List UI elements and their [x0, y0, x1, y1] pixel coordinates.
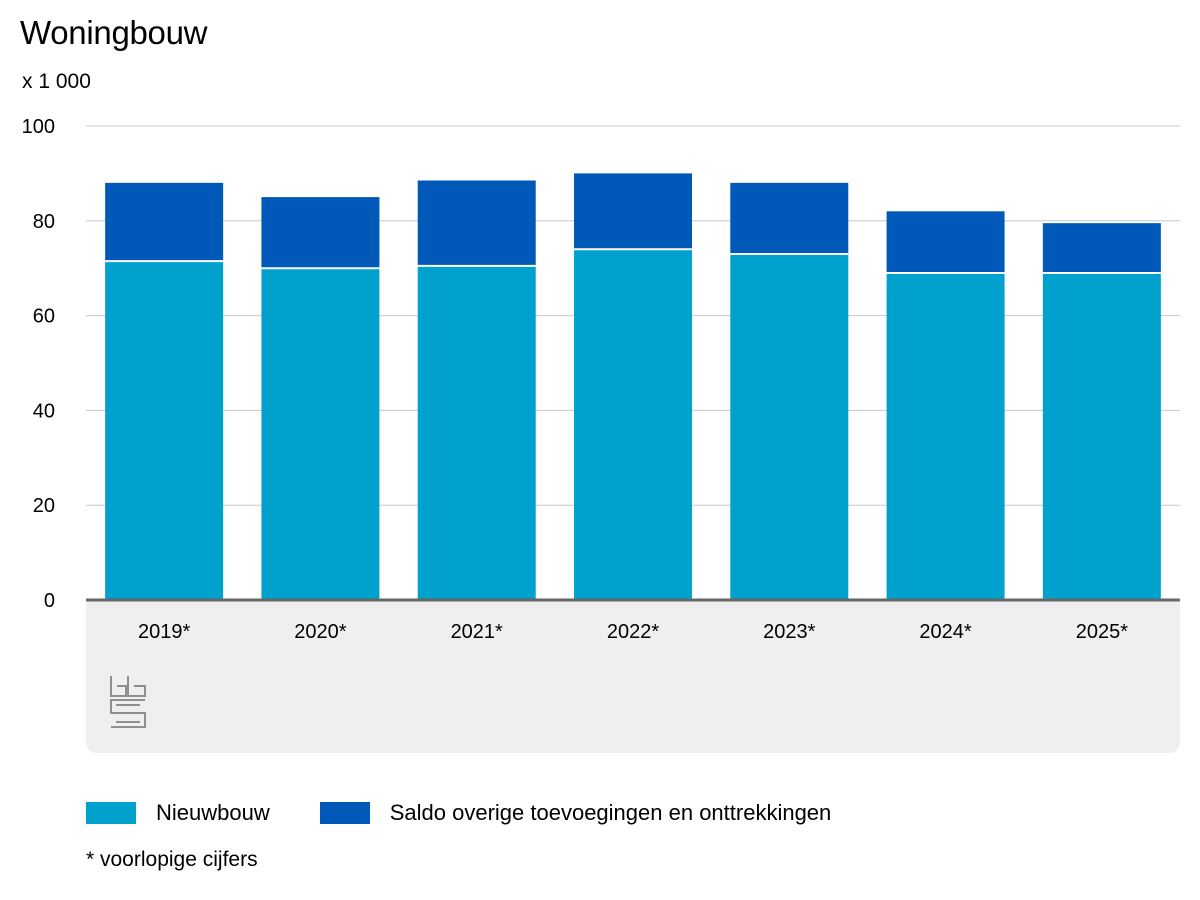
y-tick-label: 0 [44, 590, 55, 612]
bar-nieuwbouw [1042, 272, 1161, 600]
y-tick-label: 100 [22, 116, 55, 138]
bar-nieuwbouw [886, 272, 1005, 600]
bar-nieuwbouw [261, 268, 380, 600]
x-tick-label: 2024* [919, 621, 971, 643]
legend-swatch-saldo [319, 802, 370, 824]
bar-nieuwbouw [417, 265, 536, 600]
x-tick-label: 2025* [1076, 621, 1128, 643]
cbs-logo-icon [110, 676, 146, 728]
x-tick-label: 2021* [451, 621, 503, 643]
y-tick-label: 60 [33, 306, 55, 328]
bar-nieuwbouw [574, 249, 692, 601]
unit-label: x 1 000 [22, 70, 91, 93]
x-axis-panel [86, 600, 1180, 753]
bar-saldo [261, 197, 380, 269]
bar-saldo [886, 211, 1005, 273]
bar-saldo [730, 182, 849, 254]
bar-saldo [417, 180, 536, 266]
chart-title: Woningbouw [20, 14, 208, 51]
x-tick-label: 2019* [138, 621, 190, 643]
legend-label-saldo: Saldo overige toevoegingen en onttrekkin… [389, 800, 832, 825]
bar-chart: 0 20 40 60 80 100 2019* 2020* 2021* 2022* 2023* 202… [22, 116, 1180, 753]
x-tick-label: 2020* [294, 621, 346, 643]
legend-item-saldo: Saldo overige toevoegingen en onttrekkin… [319, 800, 832, 826]
bar-nieuwbouw [105, 261, 224, 600]
legend-item-nieuwbouw: Nieuwbouw [86, 800, 270, 826]
y-tick-label: 80 [33, 211, 55, 233]
bar-saldo [105, 182, 224, 262]
legend-swatch-nieuwbouw [86, 802, 136, 824]
y-tick-label: 20 [33, 495, 55, 517]
y-tick-label: 40 [33, 400, 55, 422]
bar-saldo [574, 173, 692, 250]
footnote: * voorlopige cijfers [86, 848, 258, 871]
legend: Nieuwbouw Saldo overige toevoegingen en … [86, 800, 881, 826]
x-tick-label: 2023* [763, 621, 815, 643]
x-tick-label: 2022* [607, 621, 659, 643]
legend-label-nieuwbouw: Nieuwbouw [156, 800, 270, 825]
bar-nieuwbouw [730, 253, 849, 601]
bar-saldo [1042, 223, 1161, 273]
